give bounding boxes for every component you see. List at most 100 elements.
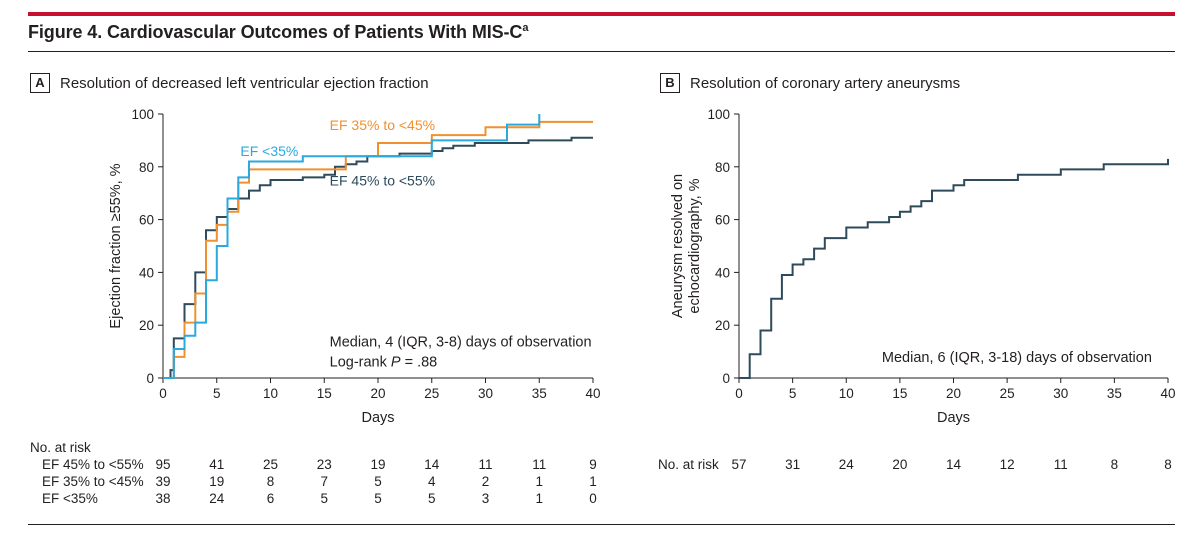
risk-value: 4 bbox=[428, 474, 436, 489]
risk-value: 19 bbox=[209, 474, 224, 489]
x-tick-label: 0 bbox=[159, 386, 167, 401]
y-tick-label: 60 bbox=[139, 213, 154, 228]
risk-row-label: EF 35% to <45% bbox=[42, 474, 144, 489]
risk-value: 1 bbox=[535, 491, 543, 506]
x-tick-label: 5 bbox=[789, 386, 797, 401]
y-tick-label: 80 bbox=[715, 160, 730, 175]
x-tick-label: 25 bbox=[424, 386, 439, 401]
series-label: EF <35% bbox=[240, 143, 298, 159]
x-tick-label: 10 bbox=[263, 386, 278, 401]
x-tick-label: 0 bbox=[735, 386, 743, 401]
risk-value: 19 bbox=[370, 457, 385, 472]
y-tick-label: 100 bbox=[707, 107, 730, 122]
x-tick-label: 40 bbox=[585, 386, 600, 401]
risk-value: 24 bbox=[209, 491, 225, 506]
km-curve-a-2 bbox=[163, 114, 541, 379]
risk-value: 5 bbox=[428, 491, 436, 506]
y-axis-label: Aneurysm resolved on bbox=[670, 174, 686, 318]
x-axis-label: Days bbox=[361, 410, 394, 426]
risk-value: 38 bbox=[155, 491, 170, 506]
y-tick-label: 0 bbox=[146, 371, 154, 386]
figure-title-footnote: a bbox=[522, 22, 529, 34]
risk-value: 5 bbox=[374, 474, 382, 489]
risk-value: 11 bbox=[532, 457, 546, 472]
x-tick-label: 40 bbox=[1160, 386, 1175, 401]
y-tick-label: 100 bbox=[131, 107, 154, 122]
top-accent-rule bbox=[28, 12, 1175, 16]
x-tick-label: 20 bbox=[370, 386, 385, 401]
risk-value: 9 bbox=[589, 457, 597, 472]
x-tick-label: 15 bbox=[892, 386, 907, 401]
risk-value: 41 bbox=[209, 457, 224, 472]
risk-value: 11 bbox=[478, 457, 492, 472]
risk-value: 14 bbox=[946, 457, 962, 472]
risk-value: 23 bbox=[317, 457, 332, 472]
annotation-line: Median, 4 (IQR, 3-8) days of observation bbox=[330, 334, 592, 350]
risk-value: 0 bbox=[589, 491, 597, 506]
bottom-rule bbox=[28, 524, 1175, 525]
figure-title: Figure 4. Cardiovascular Outcomes of Pat… bbox=[28, 22, 528, 43]
risk-value: 5 bbox=[374, 491, 382, 506]
y-tick-label: 40 bbox=[139, 265, 154, 280]
risk-value: 57 bbox=[731, 457, 746, 472]
panel-a-letter: A bbox=[30, 73, 50, 93]
risk-value: 24 bbox=[839, 457, 855, 472]
y-tick-label: 60 bbox=[715, 213, 730, 228]
risk-value: 8 bbox=[267, 474, 275, 489]
risk-value: 95 bbox=[155, 457, 170, 472]
x-tick-label: 35 bbox=[1107, 386, 1122, 401]
risk-value: 2 bbox=[482, 474, 490, 489]
y-tick-label: 20 bbox=[139, 318, 154, 333]
x-tick-label: 30 bbox=[478, 386, 493, 401]
risk-value: 3 bbox=[482, 491, 490, 506]
risk-table-header: No. at risk bbox=[30, 440, 91, 455]
y-tick-label: 0 bbox=[722, 371, 730, 386]
y-tick-label: 80 bbox=[139, 160, 154, 175]
panel-b-header: B Resolution of coronary artery aneurysm… bbox=[660, 72, 960, 94]
panel-a-header: A Resolution of decreased left ventricul… bbox=[30, 72, 429, 94]
panel-b-plot: 0 5 10 15 20 25 30 35 40 0 20 40 60 80 100 Days Aneurysm… bbox=[658, 107, 1176, 472]
risk-value: 6 bbox=[267, 491, 275, 506]
risk-value: 20 bbox=[892, 457, 907, 472]
risk-row-label: EF <35% bbox=[42, 491, 98, 506]
risk-value: 12 bbox=[1000, 457, 1015, 472]
x-tick-label: 5 bbox=[213, 386, 221, 401]
title-rule bbox=[28, 51, 1175, 52]
risk-value: 8 bbox=[1164, 457, 1172, 472]
km-curve-b-0 bbox=[739, 158, 1169, 379]
risk-value: 7 bbox=[320, 474, 328, 489]
risk-value: 11 bbox=[1054, 457, 1068, 472]
km-curve-a-0 bbox=[163, 136, 593, 379]
figure-title-text: Figure 4. Cardiovascular Outcomes of Pat… bbox=[28, 22, 523, 42]
risk-value: 1 bbox=[535, 474, 543, 489]
y-tick-label: 40 bbox=[715, 265, 730, 280]
risk-value: 1 bbox=[589, 474, 597, 489]
series-label: EF 35% to <45% bbox=[330, 117, 435, 133]
y-axis-label: echocardiography, % bbox=[687, 178, 703, 313]
y-tick-label: 20 bbox=[715, 318, 730, 333]
risk-table-header: No. at risk bbox=[658, 457, 719, 472]
annotation-line: Log-rank P = .88 bbox=[330, 354, 438, 370]
x-tick-label: 35 bbox=[532, 386, 547, 401]
risk-value: 25 bbox=[263, 457, 278, 472]
risk-row-label: EF 45% to <55% bbox=[42, 457, 144, 472]
panel-b-title: Resolution of coronary artery aneurysms bbox=[690, 74, 961, 92]
x-tick-label: 10 bbox=[839, 386, 854, 401]
x-axis-label: Days bbox=[937, 410, 970, 426]
risk-value: 5 bbox=[320, 491, 328, 506]
panel-a-plot: 0 5 10 15 20 25 30 35 40020406080100DaysEjection… bbox=[30, 107, 601, 506]
risk-value: 31 bbox=[785, 457, 800, 472]
x-tick-label: 20 bbox=[946, 386, 961, 401]
annotation-line: Median, 6 (IQR, 3-18) days of observatio… bbox=[882, 350, 1152, 366]
risk-value: 14 bbox=[424, 457, 440, 472]
x-tick-label: 30 bbox=[1053, 386, 1068, 401]
risk-value: 8 bbox=[1111, 457, 1119, 472]
panel-a-title: Resolution of decreased left ventricular… bbox=[60, 74, 429, 92]
x-tick-label: 25 bbox=[1000, 386, 1015, 401]
y-axis-label: Ejection fraction ≥55%, % bbox=[108, 163, 124, 328]
x-tick-label: 15 bbox=[317, 386, 332, 401]
panel-b-letter: B bbox=[660, 73, 680, 93]
series-label: EF 45% to <55% bbox=[330, 172, 435, 188]
risk-value: 39 bbox=[155, 474, 170, 489]
